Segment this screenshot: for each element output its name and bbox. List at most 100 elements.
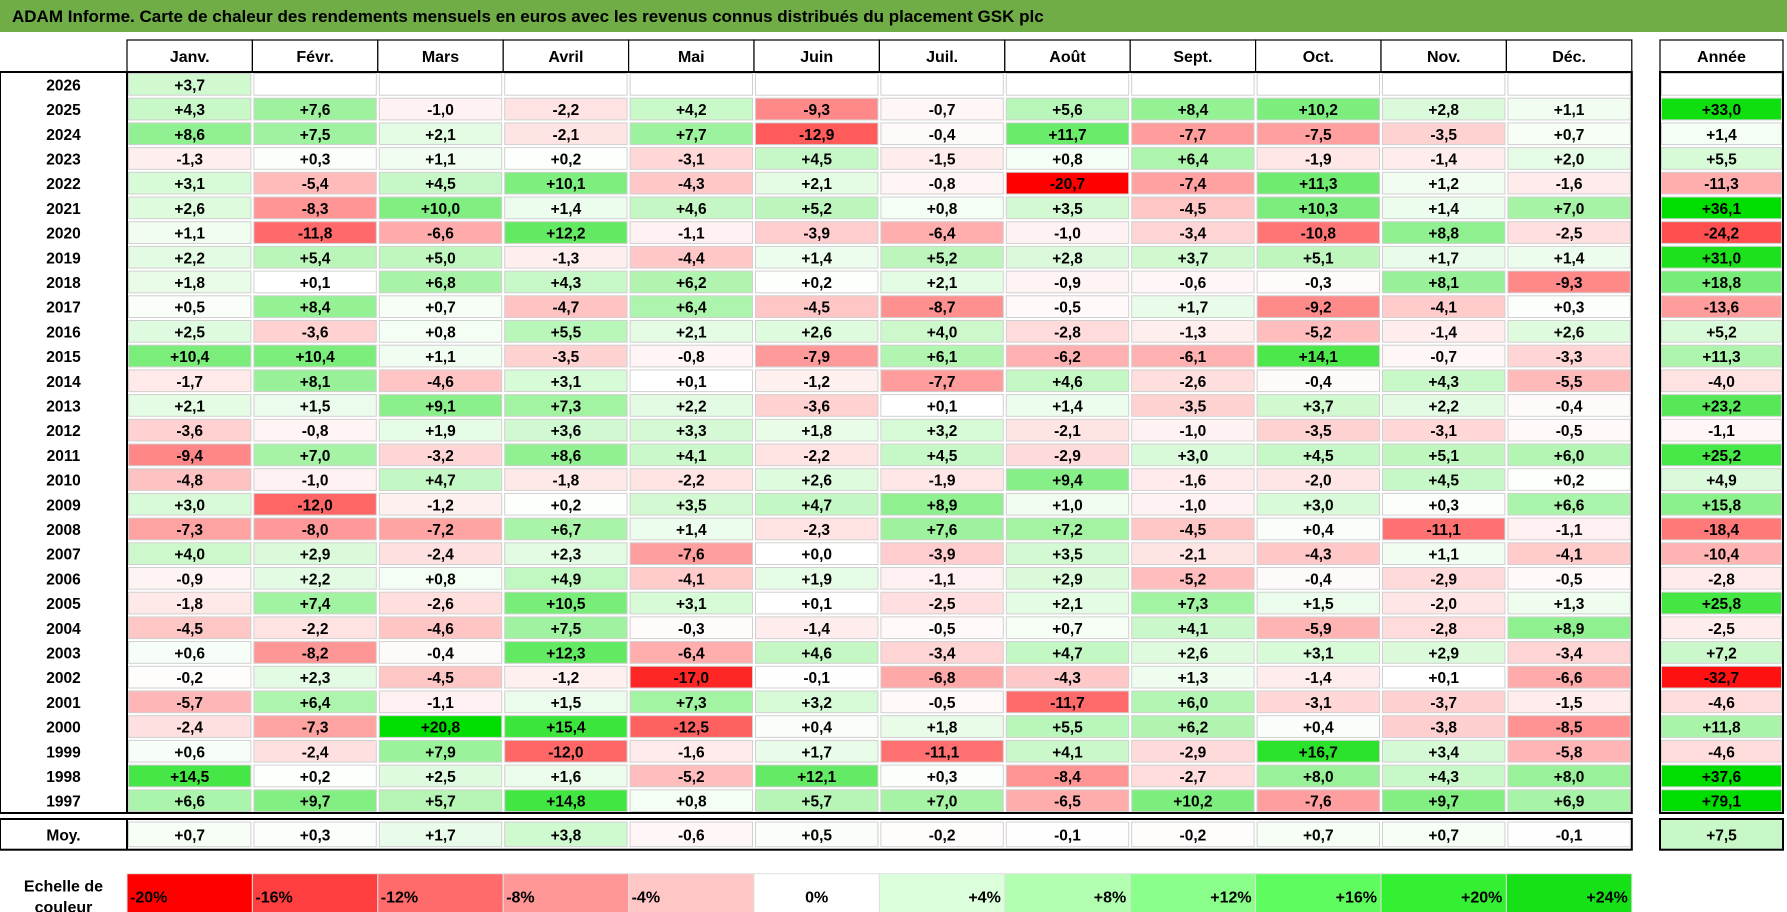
cell-value: +0,7 [1554, 127, 1585, 144]
cell-value: +8,8 [1428, 226, 1459, 243]
cell-value: -0,3 [1305, 275, 1332, 292]
cell-value: +0,4 [1303, 720, 1334, 737]
heatmap-cell [1005, 443, 1130, 467]
cell-value: +0,2 [801, 275, 832, 292]
heatmap-cell [880, 73, 1004, 96]
average-cell [1131, 821, 1255, 848]
cell-value: +5,4 [300, 250, 331, 267]
row-year-label: 2012 [46, 423, 80, 440]
cell-value: -6,6 [427, 226, 454, 243]
heatmap-cell [1131, 542, 1255, 565]
cell-value: +10,3 [1299, 201, 1339, 218]
row-year-label: 2003 [46, 645, 81, 662]
cell-value: +2,1 [676, 324, 707, 341]
heatmap-cell [504, 73, 628, 96]
heatmap-cell [755, 369, 879, 393]
heatmap-cell [1005, 122, 1130, 146]
cell-value: +3,7 [174, 77, 205, 94]
heatmap-cell [1256, 492, 1380, 516]
cell-value: -8,3 [302, 201, 329, 218]
heatmap-cell [629, 147, 753, 170]
month-header-cell [1380, 39, 1508, 73]
heatmap-cell [629, 270, 753, 294]
cell-value: +4,3 [1428, 374, 1459, 391]
heatmap-cell [1507, 147, 1631, 170]
cell-value: +16,7 [1299, 744, 1338, 761]
heatmap-cell [1382, 567, 1506, 590]
cell-value: +0,2 [551, 497, 582, 514]
heatmap-cell [504, 394, 628, 417]
heatmap-cell [504, 542, 628, 565]
annual-cell [1661, 171, 1782, 195]
heatmap-cell [755, 443, 879, 467]
cell-value: -0,4 [1305, 374, 1332, 391]
cell-value: +4,5 [801, 151, 832, 168]
heatmap-cell [1507, 690, 1631, 714]
heatmap-cell [1507, 641, 1631, 664]
heatmap-cell [1131, 468, 1255, 491]
average-cell [128, 821, 252, 848]
month-header-cell [1129, 39, 1257, 73]
heatmap-cell [1131, 665, 1255, 689]
heatmap-cell [1131, 591, 1255, 615]
cell-value: +3,1 [676, 596, 707, 613]
color-scale-stop-label: -12% [381, 890, 418, 907]
annual-cell [1661, 468, 1782, 491]
cell-value: +1,9 [425, 423, 456, 440]
color-scale-stop-label: -8% [506, 890, 534, 907]
heatmap-cell [880, 320, 1004, 343]
average-cell [378, 821, 503, 848]
month-header: Nov. [1427, 49, 1460, 66]
heatmap-cell [1005, 418, 1130, 442]
heatmap-cell [253, 394, 377, 417]
month-header-cell [627, 39, 755, 73]
cell-value: -11,8 [298, 226, 333, 243]
cell-value: +7,2 [1052, 522, 1083, 539]
cell-value: -2,5 [929, 596, 956, 613]
cell-value: +1,5 [1303, 596, 1334, 613]
heatmap-cell [880, 295, 1004, 318]
cell-value: +9,7 [1428, 794, 1459, 811]
heatmap-cell [629, 492, 753, 516]
cell-value: +2,2 [174, 250, 205, 267]
cell-value: -2,8 [1054, 324, 1081, 341]
cell-value: -5,2 [1180, 571, 1207, 588]
grid-frame [0, 71, 1633, 814]
heatmap-cell [504, 715, 628, 738]
heatmap-cell [128, 270, 252, 294]
cell-value: +0,1 [676, 374, 707, 391]
row-year-label: 2010 [46, 473, 80, 490]
heatmap-cell [1131, 270, 1255, 294]
cell-value: +2,5 [425, 769, 456, 786]
cell-value: +0,8 [676, 794, 707, 811]
heatmap-cell [378, 591, 503, 615]
heatmap-cell [1382, 295, 1506, 318]
cell-value: -3,9 [929, 547, 956, 564]
cell-value: +1,5 [551, 695, 582, 712]
cell-value: -3,7 [1430, 695, 1457, 712]
cell-value: +7,7 [676, 127, 707, 144]
color-scale-swatch [251, 873, 379, 912]
heatmap-cell [253, 270, 377, 294]
cell-value: -1,2 [553, 670, 580, 687]
cell-value: +0,2 [1554, 473, 1585, 490]
cell-value: +4,0 [927, 324, 958, 341]
cell-value: -2,2 [678, 473, 705, 490]
heatmap-cell [504, 517, 628, 541]
heatmap-cell [1005, 665, 1130, 689]
heatmap-cell [1005, 369, 1130, 393]
cell-value: +10,4 [170, 349, 210, 366]
cell-value: -1,6 [1180, 473, 1207, 490]
cell-value: -3,2 [427, 448, 454, 465]
annual-cell [1661, 715, 1782, 738]
heatmap-cell [629, 97, 753, 121]
heatmap-cell [253, 764, 377, 788]
heatmap-cell [1507, 369, 1631, 393]
heatmap-cell [128, 196, 252, 220]
cell-value: -4,6 [427, 621, 454, 638]
heatmap-cell [1256, 591, 1380, 615]
cell-value: -1,6 [678, 744, 705, 761]
heatmap-cell [128, 171, 252, 195]
heatmap-cell [253, 122, 377, 146]
heatmap-cell [504, 789, 628, 812]
